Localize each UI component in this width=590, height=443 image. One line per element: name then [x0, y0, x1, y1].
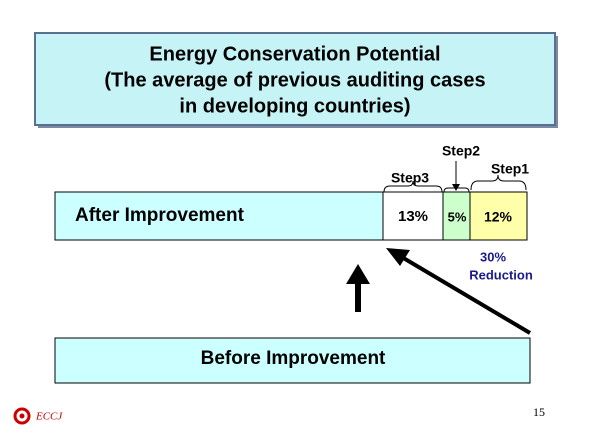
reduction-value: 30%: [480, 249, 506, 264]
title-line: Energy Conservation Potential: [149, 43, 440, 65]
before-label: Before Improvement: [201, 348, 386, 369]
brace: [470, 174, 527, 191]
brace: [383, 180, 443, 193]
before-bar: [54, 337, 531, 384]
arrowhead: [386, 248, 410, 266]
step-label: Step3: [391, 170, 429, 186]
arrowhead: [346, 264, 370, 284]
segment-label: 5%: [448, 209, 467, 224]
page-number: 15: [533, 405, 545, 419]
step-label: Step1: [491, 161, 529, 177]
reduction-label: Reduction: [469, 267, 533, 282]
logo-dot: [19, 413, 25, 419]
logo-text: ECCJ: [35, 411, 63, 423]
segment-label: 13%: [398, 208, 428, 225]
title-box: [34, 32, 556, 126]
brace: [443, 187, 470, 193]
after-label: After Improvement: [75, 205, 245, 226]
diagonal-arrow: [398, 254, 532, 335]
title-line: in developing countries): [179, 95, 410, 117]
step-label: Step2: [442, 143, 480, 159]
segment-label: 12%: [484, 209, 513, 225]
segment: [442, 191, 471, 241]
segment: [469, 191, 528, 241]
title-line: (The average of previous auditing cases: [104, 69, 485, 91]
